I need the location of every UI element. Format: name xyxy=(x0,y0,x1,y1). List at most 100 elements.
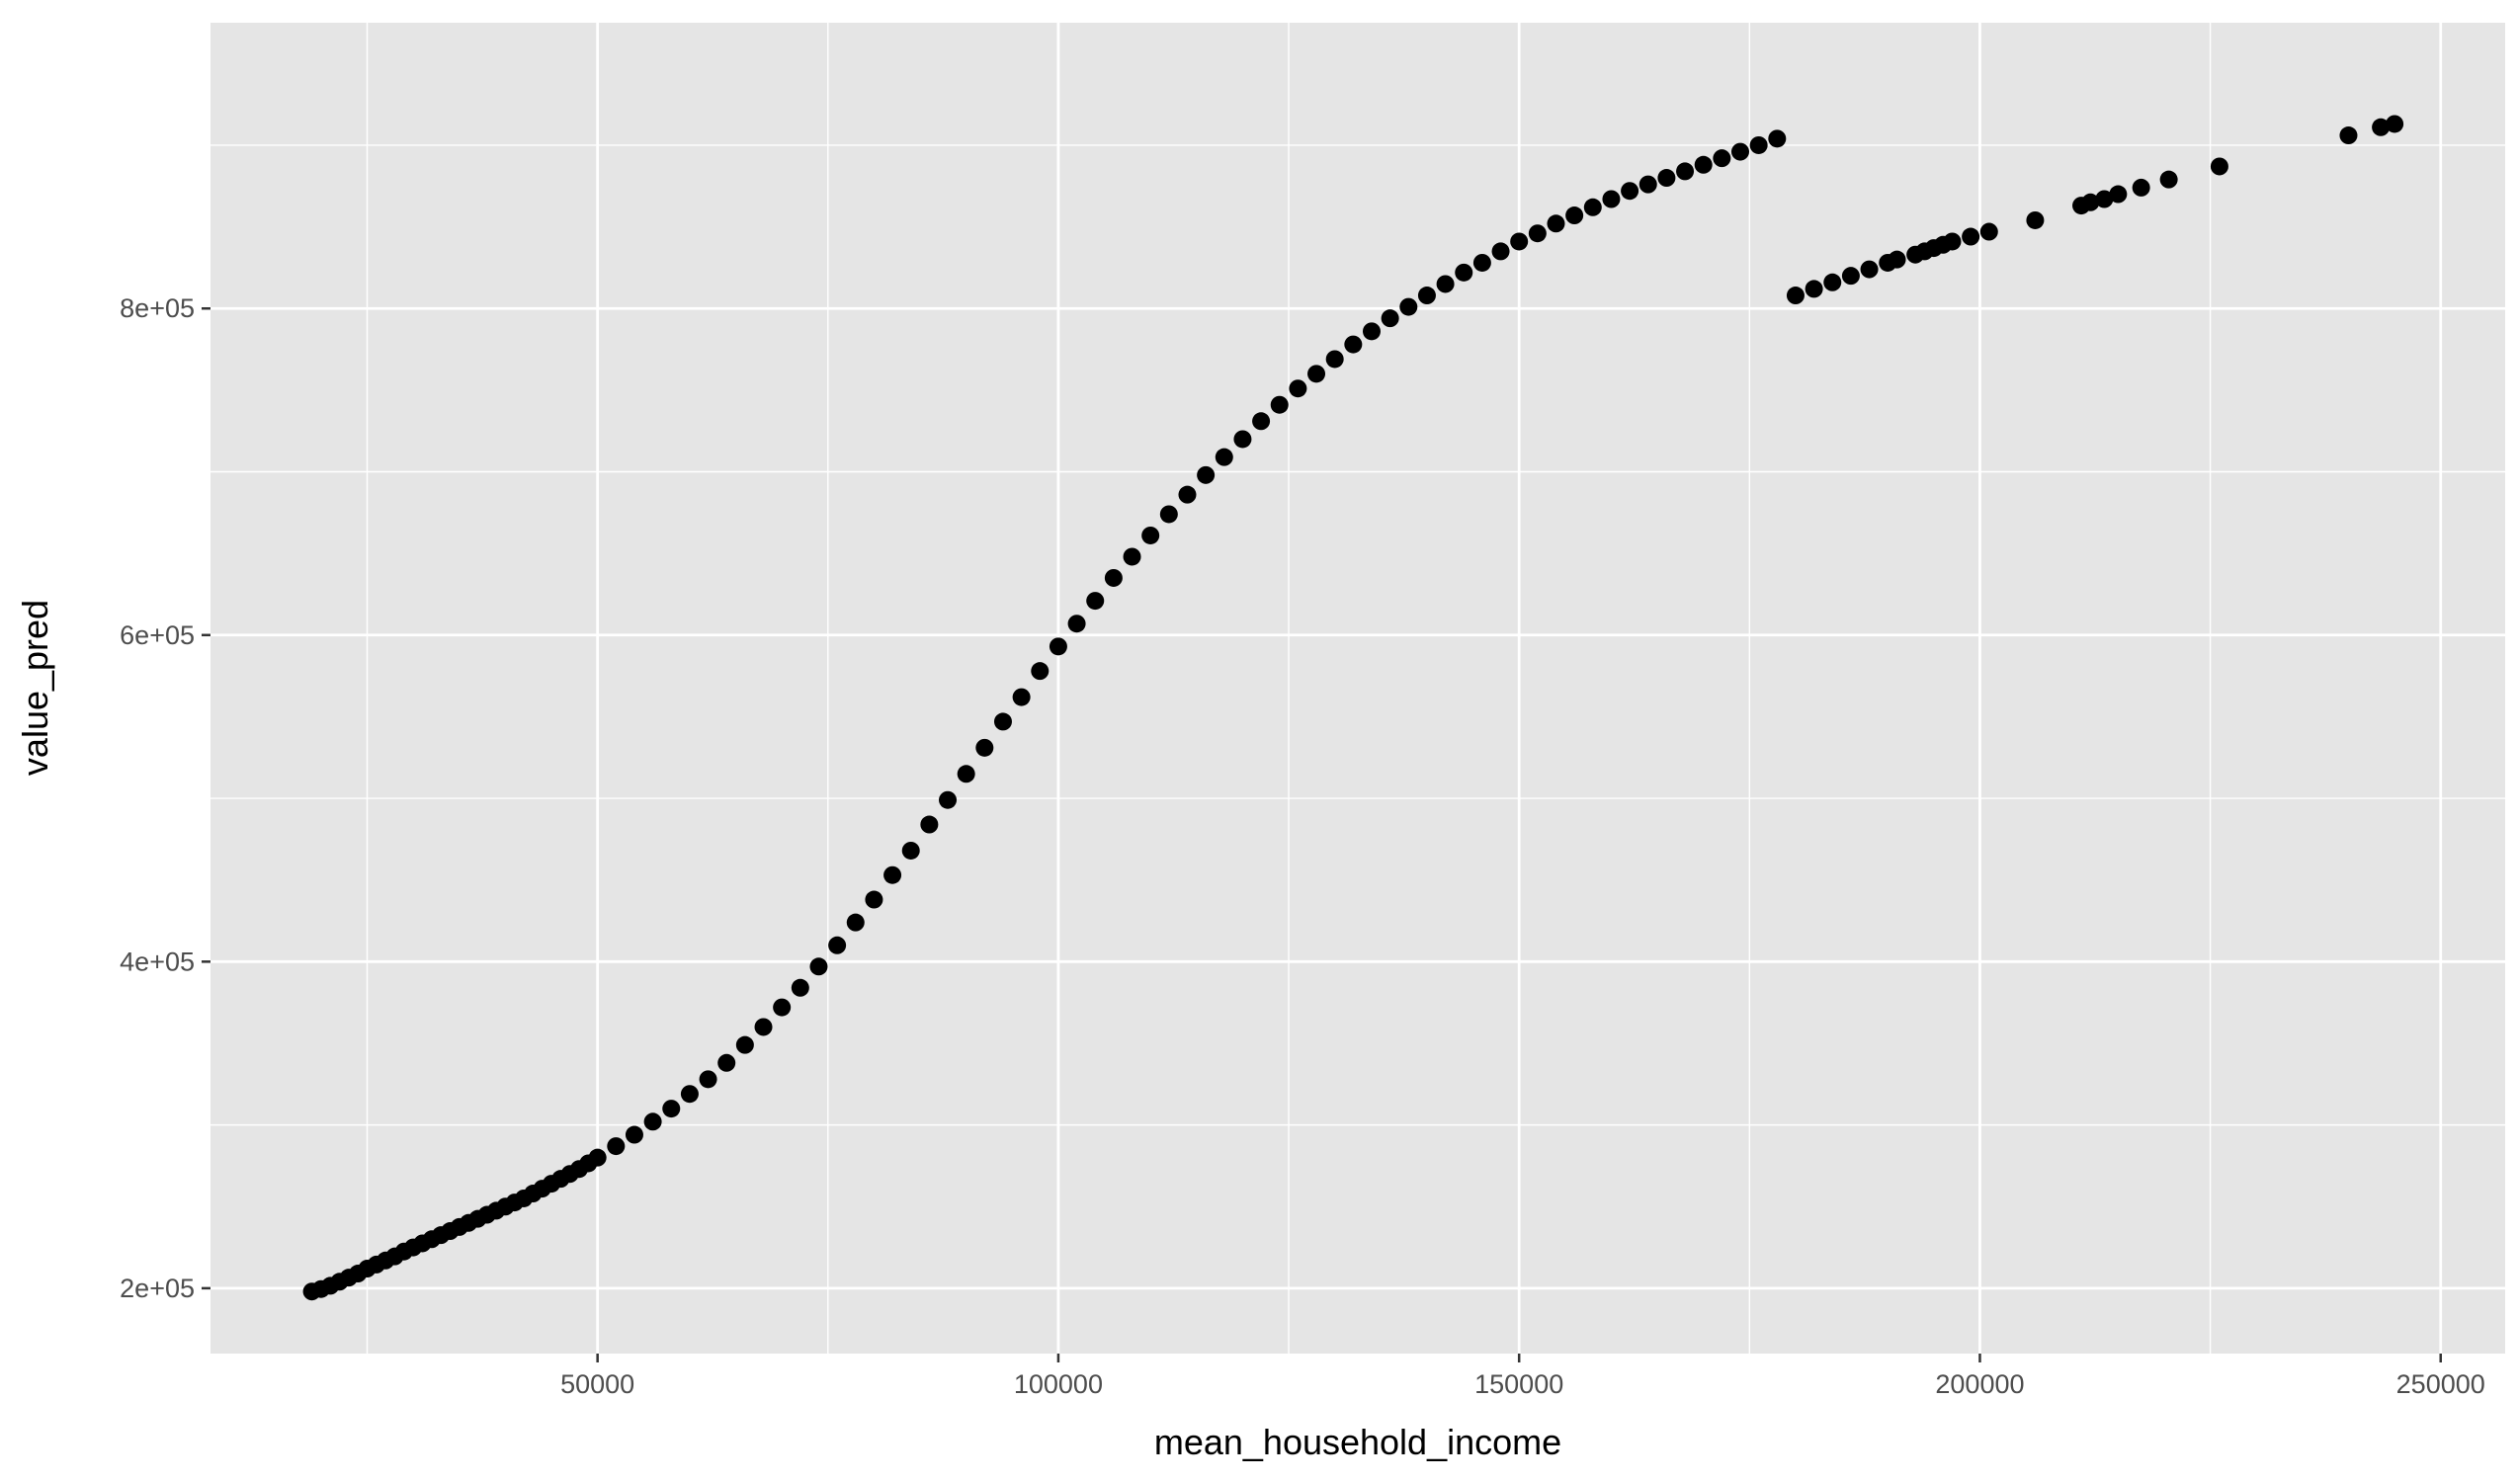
data-point xyxy=(662,1100,681,1118)
x-axis-title: mean_household_income xyxy=(1154,1422,1561,1462)
data-point xyxy=(1786,287,1805,305)
data-point xyxy=(1768,129,1787,148)
data-point xyxy=(607,1137,626,1156)
data-point xyxy=(2339,126,2358,145)
data-point xyxy=(828,936,847,954)
data-point xyxy=(957,765,975,783)
data-point xyxy=(1491,242,1510,261)
data-point xyxy=(1888,250,1906,269)
data-point xyxy=(773,998,792,1017)
data-point xyxy=(1621,182,1639,201)
data-point xyxy=(2026,210,2045,229)
x-tick-label: 250000 xyxy=(2396,1369,2485,1399)
data-point xyxy=(1344,335,1363,354)
data-point xyxy=(1141,526,1160,544)
data-point xyxy=(1583,198,1602,216)
data-point xyxy=(1823,273,1842,291)
y-tick-label: 4e+05 xyxy=(120,947,195,976)
data-point xyxy=(809,957,828,976)
data-point xyxy=(643,1112,662,1131)
data-point xyxy=(1159,505,1178,524)
data-point xyxy=(1547,214,1565,233)
data-point xyxy=(1805,280,1823,298)
data-point xyxy=(1252,412,1271,431)
data-point xyxy=(2372,118,2391,136)
data-point xyxy=(1270,395,1289,414)
data-point xyxy=(1325,350,1344,369)
x-tick-label: 150000 xyxy=(1474,1369,1563,1399)
data-point xyxy=(1215,448,1233,466)
data-point xyxy=(1289,379,1307,398)
data-point xyxy=(1049,637,1067,656)
plot-panel xyxy=(210,23,2505,1354)
data-point xyxy=(975,738,994,757)
data-point xyxy=(1436,275,1455,293)
x-tick-label: 100000 xyxy=(1014,1369,1103,1399)
data-point xyxy=(1841,267,1860,286)
y-axis-ticks: 2e+05 4e+05 6e+05 8e+05 xyxy=(120,293,210,1303)
data-point xyxy=(1943,232,1962,251)
data-point xyxy=(1104,568,1123,587)
data-point xyxy=(2210,157,2228,176)
x-tick-label: 50000 xyxy=(560,1369,634,1399)
y-axis-title: value_pred xyxy=(15,600,55,776)
data-point xyxy=(1067,615,1086,633)
data-point xyxy=(1694,155,1713,174)
data-point xyxy=(920,815,939,834)
data-point xyxy=(699,1070,717,1089)
data-point xyxy=(1123,547,1141,566)
data-point xyxy=(1233,430,1252,449)
data-point xyxy=(883,865,902,884)
data-point xyxy=(680,1085,699,1104)
x-tick-label: 200000 xyxy=(1935,1369,2024,1399)
data-point xyxy=(2159,170,2178,189)
data-point xyxy=(865,890,883,909)
data-point xyxy=(1565,206,1584,225)
data-point xyxy=(2081,193,2100,211)
data-point xyxy=(1528,224,1547,243)
data-point xyxy=(625,1125,643,1144)
data-point xyxy=(1638,175,1657,194)
data-point xyxy=(2109,185,2128,204)
data-point xyxy=(1455,263,1473,282)
data-point xyxy=(1178,485,1197,504)
data-point xyxy=(735,1035,754,1054)
data-point xyxy=(1749,135,1768,154)
data-point xyxy=(1962,227,1980,246)
y-tick-label: 8e+05 xyxy=(120,293,195,323)
data-point xyxy=(1510,232,1529,251)
data-point xyxy=(1197,465,1216,484)
data-point xyxy=(1417,287,1436,305)
data-point xyxy=(901,841,920,860)
data-point xyxy=(1031,662,1050,681)
data-point xyxy=(939,790,958,809)
data-point xyxy=(1713,149,1731,168)
data-points xyxy=(302,115,2404,1301)
data-point xyxy=(846,913,865,932)
data-point xyxy=(1676,162,1695,181)
data-point xyxy=(1731,142,1749,161)
data-point xyxy=(717,1053,736,1072)
data-point xyxy=(1086,592,1105,611)
data-point xyxy=(791,978,809,997)
data-point xyxy=(1472,253,1491,272)
grid-minor xyxy=(210,23,2505,1354)
data-point xyxy=(1657,169,1676,188)
data-point xyxy=(1362,322,1381,341)
data-point xyxy=(1012,688,1031,706)
data-point xyxy=(2132,178,2150,197)
y-tick-label: 2e+05 xyxy=(120,1274,195,1303)
y-tick-label: 6e+05 xyxy=(120,620,195,650)
data-point xyxy=(588,1148,607,1167)
data-point xyxy=(1602,190,1621,208)
data-point xyxy=(1979,222,1998,241)
data-point xyxy=(2095,190,2114,208)
data-point xyxy=(993,712,1012,731)
data-point xyxy=(1381,309,1399,328)
data-point xyxy=(754,1018,773,1036)
data-point xyxy=(2386,115,2404,133)
x-axis-ticks: 50000 100000 150000 200000 250000 xyxy=(560,1354,2485,1399)
data-point xyxy=(1307,365,1326,383)
data-point xyxy=(1399,297,1418,316)
